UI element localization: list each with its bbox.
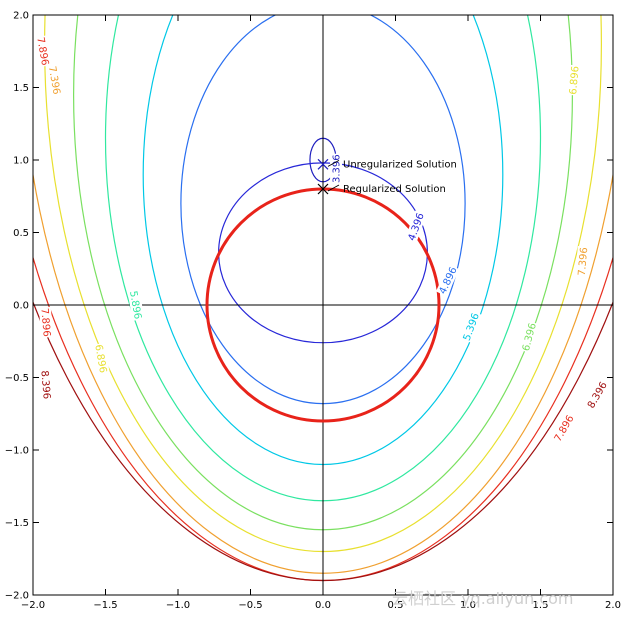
contour-label-bg [330,153,343,184]
x-tick-label: 1.5 [533,600,549,611]
contour-label-bg [460,310,482,343]
y-tick-label: 0.0 [13,301,29,312]
x-tick-label: 0.5 [388,600,404,611]
x-tick-label: 2.0 [605,600,621,611]
contour-label-bg [575,246,590,277]
contour-label-bg [519,320,539,353]
y-tick-label: 2.0 [13,11,29,22]
x-tick-label: 0.0 [315,600,331,611]
axis-ticks: −2.0 −1.5 −1.0 −0.5 0.0 0.5 1.0 1.5 2.0 2.0 1.5 1.0… [5,11,621,612]
contour-lines [33,15,613,581]
contour-label: 5.896 [127,290,143,320]
contour-label-bg [551,412,577,445]
contour-label-bg [435,264,460,297]
contour-label-bg [38,306,54,338]
contour-label-bg [405,210,427,243]
contour-label-bg [566,64,582,96]
solution-point-regularized: Regularized Solution [317,183,446,195]
zero-axis-lines [33,15,613,595]
contour-label: 6.896 [92,344,108,374]
y-tick-label: −2.0 [5,591,29,602]
contour-label: 7.396 [577,247,590,276]
y-tick-label: 1.5 [13,83,29,94]
y-tick-label: −1.5 [5,518,29,529]
contour-label-bg [34,35,52,68]
x-tick-label: 1.0 [460,600,476,611]
contour-label: 6.396 [521,322,539,353]
x-tick-label: −0.5 [238,600,262,611]
contour-labels: 3.3964.3964.8965.3965.8966.3966.8966.896… [34,35,610,445]
annotation-label: Unregularized Solution [343,159,457,170]
contour-label-bg [127,289,145,321]
solution-points: Unregularized Solution Regularized Soluti… [317,158,457,195]
y-tick-label: −1.0 [5,446,29,457]
x-tick-label: −2.0 [21,600,45,611]
contour-label: 8.396 [38,370,51,399]
x-marker-stroke [317,183,329,195]
x-tick-label: −1.0 [166,600,190,611]
contour-label-bg [584,378,610,411]
watermark: 云栖社区 yq.aliyun.com [392,589,574,608]
contour-label: 7.896 [34,36,50,66]
contour-line-7.896 [33,255,613,581]
y-tick-label: 1.0 [13,156,29,167]
contour-label: 7.396 [46,65,62,95]
contour-label: 3.396 [332,154,343,183]
solution-point-unregularized: Unregularized Solution [317,158,457,170]
x-tick-label: −1.5 [93,600,117,611]
contour-label: 8.396 [586,380,610,410]
annotation-label: Regularized Solution [343,184,446,195]
y-tick-label: 0.5 [13,228,29,239]
contour-label-bg [46,64,64,97]
contour-label: 6.896 [568,66,581,95]
contour-label-bg [38,369,54,401]
contour-label: 7.896 [38,308,51,337]
annotation-arrow [327,184,340,192]
contour-label-bg [92,342,110,375]
x-marker-stroke [317,158,329,170]
contour-line-8.396 [33,300,613,581]
y-tick-label: −0.5 [5,373,29,384]
annotation-arrow [327,159,340,167]
contour-label: 4.896 [438,265,460,296]
